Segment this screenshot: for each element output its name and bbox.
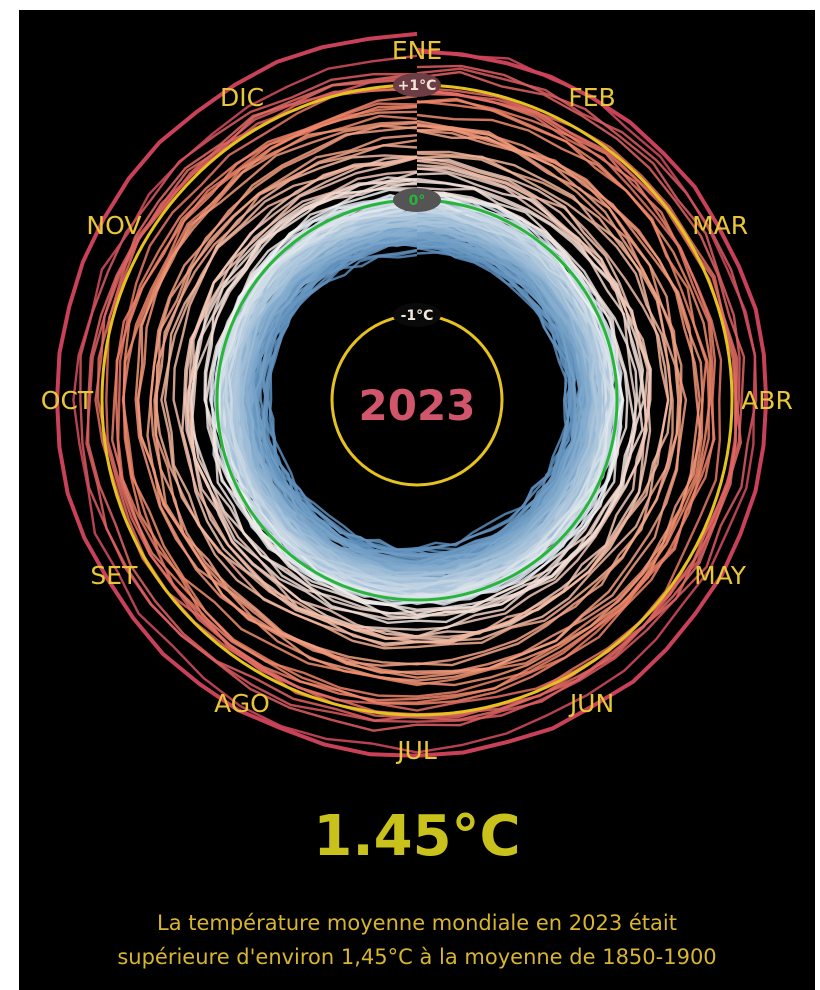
year-line-1995 xyxy=(190,167,637,631)
ring-label-badge xyxy=(393,188,441,212)
year-line-2019 xyxy=(79,67,758,723)
caption-line-2: supérieure d'environ 1,45°C à la moyenne… xyxy=(117,945,717,969)
year-line-2010 xyxy=(122,113,712,687)
month-label-oct: OCT xyxy=(41,386,94,415)
year-line-1993 xyxy=(186,172,645,621)
month-label-jun: JUN xyxy=(568,689,614,718)
ring-label: 0° xyxy=(409,193,426,209)
year-line-2002 xyxy=(160,150,670,647)
year-line-1990 xyxy=(204,181,639,611)
year-line-2008 xyxy=(137,120,702,679)
month-label-feb: FEB xyxy=(568,83,615,112)
caption: La température moyenne mondiale en 2023 … xyxy=(19,906,815,974)
month-label-ene: ENE xyxy=(392,36,442,65)
month-label-mar: MAR xyxy=(692,211,748,240)
year-line-2022 xyxy=(72,47,757,754)
ring-label-badge xyxy=(393,303,441,327)
year-line-2014 xyxy=(121,95,710,706)
year-label: 2023 xyxy=(359,381,476,430)
ring-label-badge xyxy=(393,73,441,97)
month-label-ago: AGO xyxy=(214,689,270,718)
temperature-lines xyxy=(55,31,769,758)
year-line-2021 xyxy=(85,64,741,732)
month-label-abr: ABR xyxy=(741,386,793,415)
climate-spiral-chart: +1°C 0° -1°C ENE FEB MAR ABR MAY JUN JUL AGO SET OC… xyxy=(41,31,793,765)
month-label-may: MAY xyxy=(694,561,747,590)
temperature-anomaly-value: 1.45°C xyxy=(313,804,521,869)
month-label-nov: NOV xyxy=(86,211,141,240)
reference-rings: +1°C 0° -1°C xyxy=(100,73,734,717)
year-line-2006 xyxy=(153,125,688,674)
caption-line-1: La température moyenne mondiale en 2023 … xyxy=(157,911,677,935)
year-line-1978 xyxy=(233,208,600,596)
year-line-2023 xyxy=(55,31,769,758)
year-line-1986 xyxy=(217,190,616,607)
year-line-2005 xyxy=(149,119,682,682)
ring-label: +1°C xyxy=(398,78,437,94)
year-line-2009 xyxy=(134,121,704,676)
ring-label: -1°C xyxy=(401,308,434,324)
month-label-set: SET xyxy=(90,561,138,590)
year-line-2001 xyxy=(163,155,673,640)
month-label-jul: JUL xyxy=(395,736,437,765)
month-labels: ENE FEB MAR ABR MAY JUN JUL AGO SET OCT NOV DIC xyxy=(41,36,793,765)
month-label-dic: DIC xyxy=(220,83,264,112)
